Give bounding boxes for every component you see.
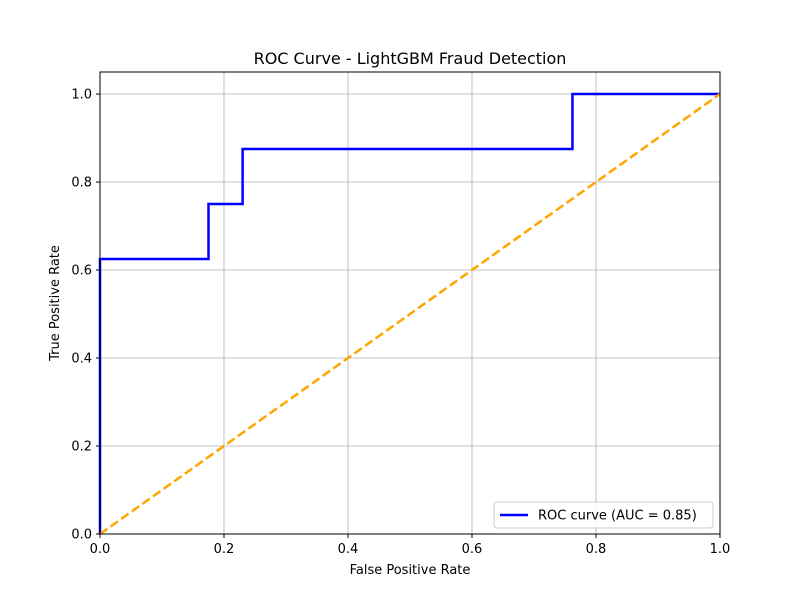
y-tick-label: 0.8 bbox=[71, 176, 92, 191]
x-tick-label: 0.0 bbox=[90, 542, 111, 557]
x-tick-label: 0.8 bbox=[586, 542, 607, 557]
y-axis-label: True Positive Rate bbox=[48, 245, 63, 362]
x-tick-label: 0.6 bbox=[462, 542, 483, 557]
legend-box bbox=[493, 501, 714, 529]
y-tick-label: 0.0 bbox=[71, 528, 92, 543]
x-tick-label: 0.2 bbox=[214, 542, 235, 557]
grid-lines bbox=[99, 72, 721, 535]
y-tick-label: 0.2 bbox=[71, 440, 92, 455]
y-tick-label: 0.6 bbox=[71, 264, 92, 279]
roc-curve-line bbox=[98, 92, 720, 534]
x-tick-label: 1.0 bbox=[710, 542, 731, 557]
x-tick-label: 0.4 bbox=[338, 542, 359, 557]
y-tick-label: 1.0 bbox=[71, 88, 92, 103]
plot-series bbox=[98, 92, 721, 536]
legend-label-roc: ROC curve (AUC = 0.85) bbox=[538, 509, 697, 524]
axis-ticks: 0.0 0.2 0.4 0.6 0.8 1.0 0.0 0.2 0.4 0.6 0.8 1.0 bbox=[71, 88, 730, 558]
legend: ROC curve (AUC = 0.85) bbox=[493, 501, 714, 529]
y-tick-label: 0.4 bbox=[71, 352, 92, 367]
x-axis-label: False Positive Rate bbox=[350, 563, 471, 578]
plot-frame bbox=[99, 71, 721, 535]
reference-diagonal-line bbox=[99, 92, 721, 536]
chart-title: ROC Curve - LightGBM Fraud Detection bbox=[254, 49, 567, 68]
